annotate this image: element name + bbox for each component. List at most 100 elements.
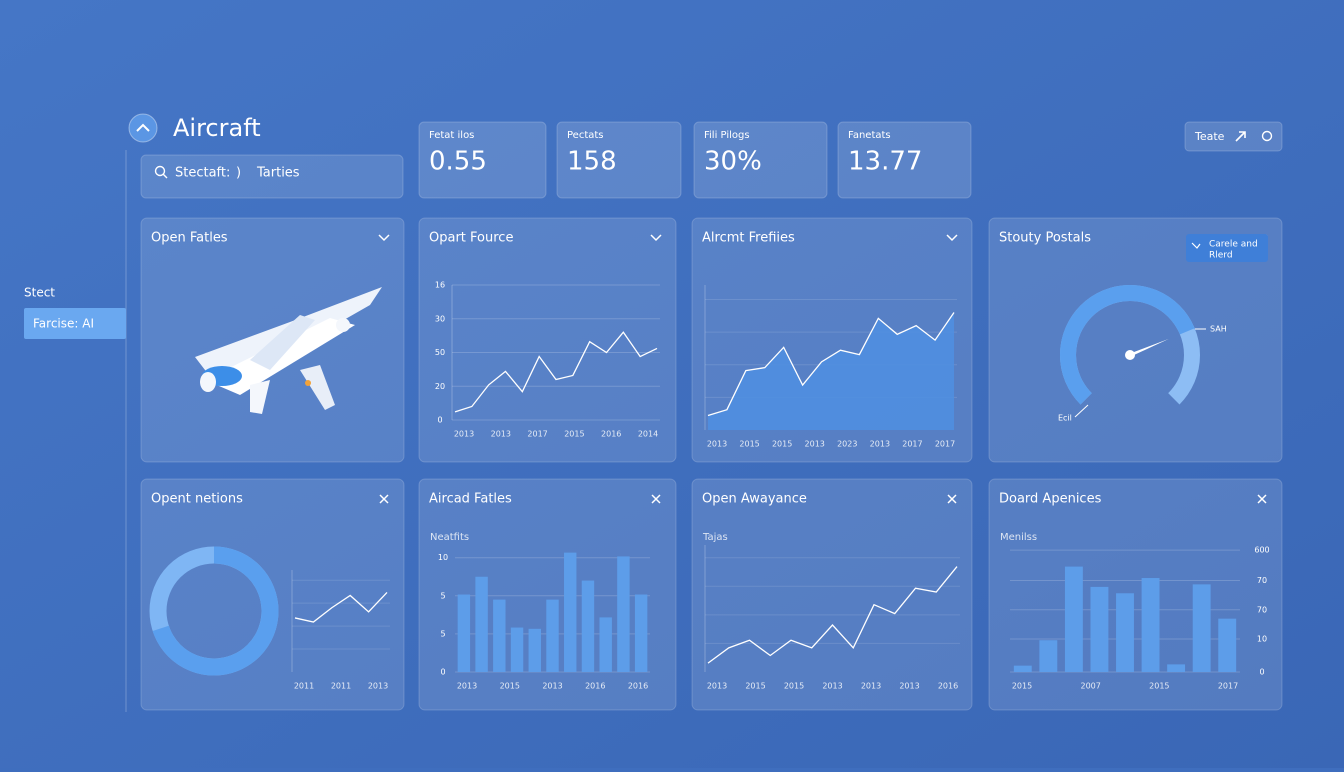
line: [707, 566, 958, 664]
x-tick-label: 2016: [938, 682, 958, 691]
chevron-icon: [136, 123, 150, 132]
search-separator: ): [236, 166, 241, 181]
kpi-card: [418, 121, 547, 199]
x-tick-label: 2013: [822, 682, 842, 691]
x-tick-label: 2013: [457, 682, 477, 691]
close-icon[interactable]: [1257, 494, 1267, 504]
close-icon[interactable]: [947, 494, 957, 504]
x-tick-label: 2023: [837, 440, 857, 449]
x-tick-label: 2013: [861, 682, 881, 691]
search-icon: [154, 165, 166, 177]
filter-icon: [1191, 242, 1201, 249]
bar: [1116, 593, 1134, 672]
panel-title: Open Fatles: [151, 231, 228, 246]
x-tick-label: 2015: [772, 440, 792, 449]
x-tick-label: 2015: [1149, 682, 1169, 691]
filter-button-label: Carele and: [1209, 240, 1258, 250]
x-tick-label: 2017: [1218, 682, 1238, 691]
x-tick-label: 2016: [601, 430, 621, 439]
search-label: Stectaft:: [175, 166, 230, 181]
filter-button-label: Rlerd: [1209, 251, 1233, 261]
y-tick-label: 70: [1257, 576, 1267, 585]
y-tick-label: 20: [435, 382, 445, 391]
plane-engine-2: [336, 318, 350, 332]
x-tick-label: 2013: [707, 682, 727, 691]
kpi-value: 13.77: [848, 147, 922, 177]
kpi-value: 0.55: [429, 147, 487, 177]
circle-icon: [1261, 130, 1273, 142]
panel-title: Opent netions: [151, 492, 243, 507]
chart-subtitle: Menilss: [1000, 532, 1037, 543]
close-icon[interactable]: [651, 494, 661, 504]
x-tick-label: 2017: [902, 440, 922, 449]
line: [707, 312, 955, 417]
search-box[interactable]: [140, 154, 404, 199]
y-tick-label: 0: [437, 416, 442, 425]
x-tick-label: 2015: [564, 430, 584, 439]
bar: [1039, 640, 1058, 672]
bar: [528, 628, 541, 672]
kpi-label: Fetat ilos: [429, 130, 474, 141]
panel-title: Doard Apenices: [999, 492, 1102, 507]
x-tick-label: 2015: [739, 440, 759, 449]
x-tick-label: 2015: [745, 682, 765, 691]
x-tick-label: 2013: [805, 440, 825, 449]
x-tick-label: 2013: [899, 682, 919, 691]
chart-subtitle: Tajas: [702, 532, 728, 543]
area: [708, 312, 954, 430]
bar: [634, 594, 648, 672]
y-tick-label: 70: [1257, 605, 1267, 614]
bar: [1141, 578, 1160, 672]
panel-title: Stouty Postals: [999, 231, 1091, 246]
sidebar-item-selected[interactable]: [24, 308, 126, 339]
bar: [581, 580, 595, 672]
expand-icon[interactable]: [650, 234, 662, 242]
kpi-card: [837, 121, 972, 199]
airplane-illustration: [195, 287, 382, 414]
y-tick-label: 0: [440, 668, 445, 677]
bar: [1090, 586, 1109, 672]
filter-button[interactable]: [1186, 234, 1268, 262]
panel: [691, 478, 973, 711]
y-tick-label: 50: [435, 348, 445, 357]
panel: [988, 217, 1283, 463]
expand-icon[interactable]: [946, 234, 958, 242]
y-tick-label: 10: [438, 553, 448, 562]
donut-value: [152, 546, 279, 676]
kpi-label: Fanetats: [848, 130, 891, 141]
line: [294, 591, 388, 623]
bar: [475, 576, 488, 672]
create-button[interactable]: [1184, 121, 1283, 152]
search-value: Tarties: [256, 166, 300, 181]
plane-wing-front: [250, 315, 315, 370]
expand-icon[interactable]: [378, 234, 390, 242]
search-icon-handle: [162, 173, 168, 179]
arrow-icon: [1235, 131, 1246, 142]
x-tick-label: 2013: [707, 440, 727, 449]
bar: [617, 556, 630, 672]
sidebar-item: Farcise: AI: [33, 317, 94, 331]
bar: [546, 599, 559, 672]
kpi-card: [556, 121, 682, 199]
gauge-label: SAH: [1210, 325, 1227, 334]
plane-stabilizer: [300, 365, 335, 410]
x-tick-label: 2015: [1012, 682, 1032, 691]
panel: [988, 478, 1283, 711]
kpi-value: 30%: [704, 147, 762, 177]
sidebar-heading: Stect: [24, 286, 55, 300]
x-tick-label: 2016: [585, 682, 605, 691]
plane-light: [305, 380, 311, 386]
x-tick-label: 2015: [500, 682, 520, 691]
panel: [418, 217, 677, 463]
collapse-button[interactable]: [128, 113, 158, 143]
y-tick-label: 5: [440, 629, 445, 638]
x-tick-label: 2013: [491, 430, 511, 439]
y-tick-label: 10: [1257, 634, 1267, 643]
y-tick-label: 5: [440, 591, 445, 600]
plane-tail: [250, 380, 270, 414]
chart-subtitle: Neatfits: [430, 532, 469, 543]
close-icon[interactable]: [379, 494, 389, 504]
x-tick-label: 2011: [294, 682, 314, 691]
x-tick-label: 2013: [368, 682, 388, 691]
